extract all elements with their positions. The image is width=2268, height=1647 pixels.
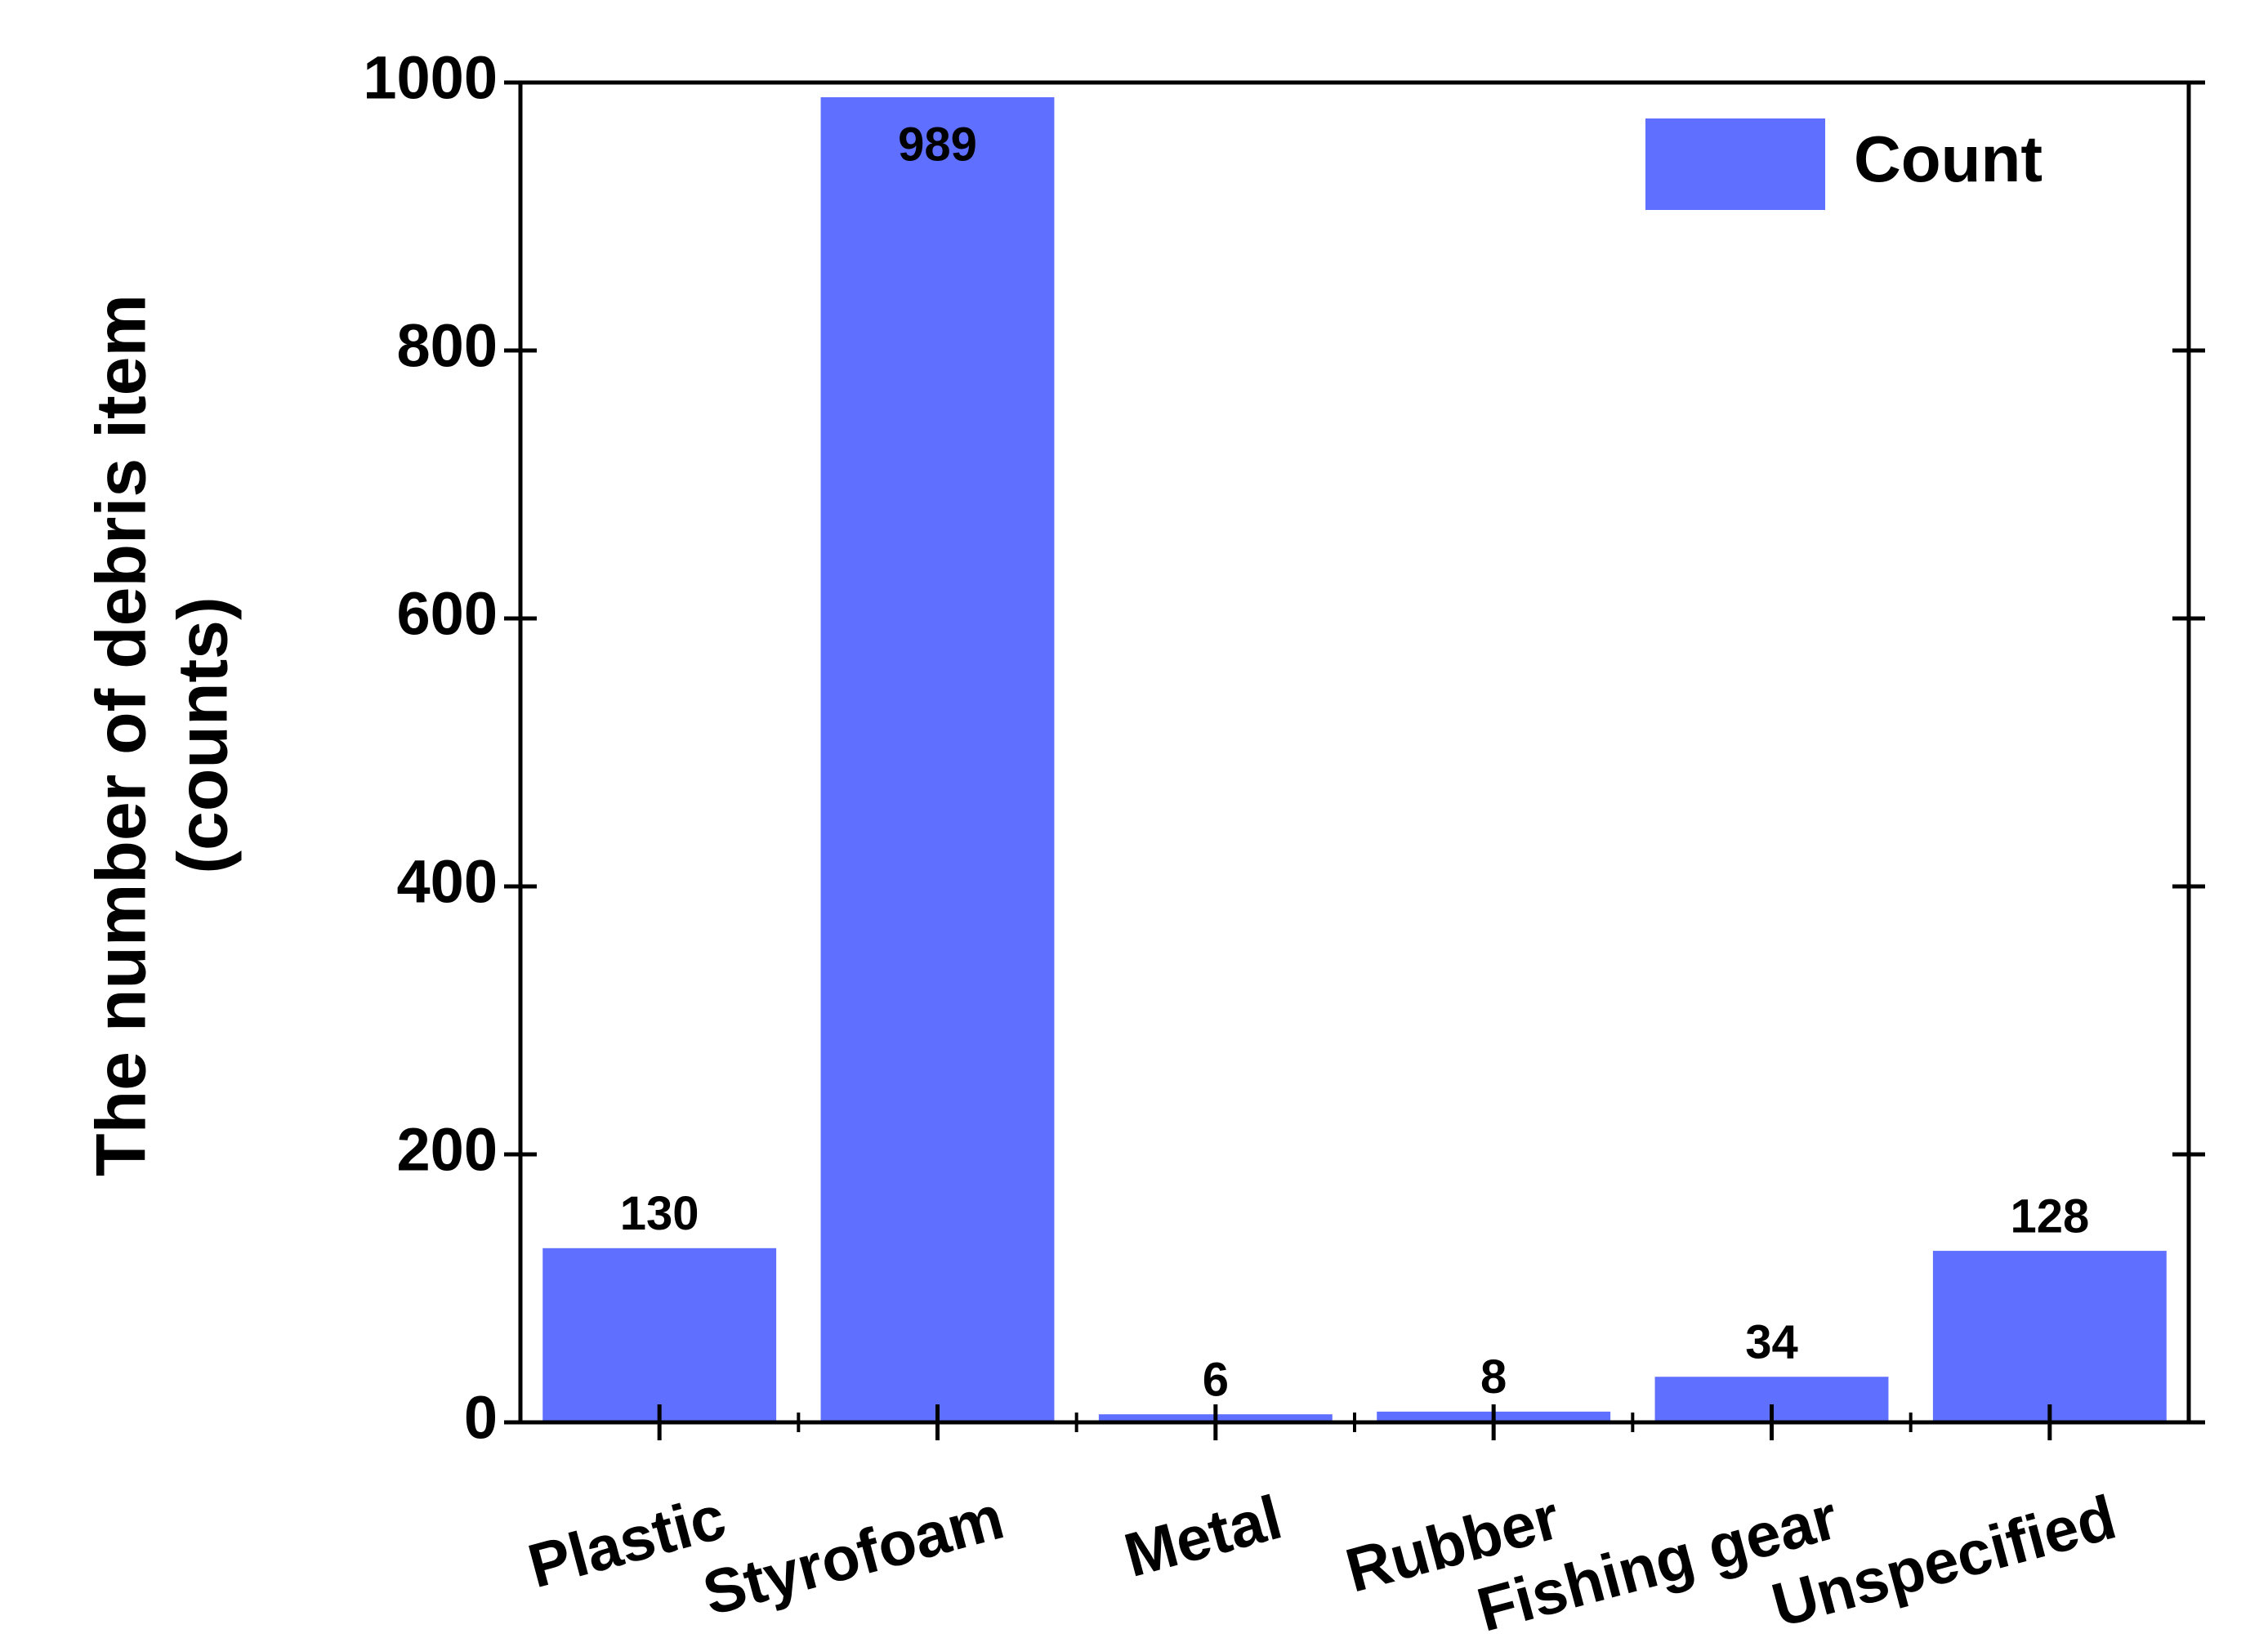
x-tick-label: Styrofoam xyxy=(696,1483,1011,1629)
value-label: 34 xyxy=(1745,1316,1798,1369)
y-axis-title: The number of debris item (counts) xyxy=(83,294,243,1176)
x-tick-group: Styrofoam xyxy=(696,1483,1011,1629)
bar xyxy=(542,1248,777,1422)
y-tick-label: 800 xyxy=(397,312,498,380)
y-tick-label: 0 xyxy=(464,1384,498,1452)
y-axis-title-line: (counts) xyxy=(164,596,243,873)
bar xyxy=(1932,1251,2167,1422)
x-tick-label: Plastic xyxy=(521,1483,733,1602)
y-tick-label: 600 xyxy=(397,580,498,648)
value-label: 130 xyxy=(620,1187,699,1240)
legend-label: Count xyxy=(1854,123,2043,195)
y-axis-title-line: The number of debris item xyxy=(83,294,161,1176)
plot-frame xyxy=(518,80,2191,1425)
value-label: 989 xyxy=(898,118,977,171)
value-label: 128 xyxy=(2010,1190,2089,1243)
y-tick-label: 400 xyxy=(397,848,498,916)
y-tick-label: 200 xyxy=(397,1116,498,1184)
y-tick-label: 1000 xyxy=(363,44,498,112)
legend-swatch xyxy=(1645,118,1825,210)
x-tick-group: Plastic xyxy=(521,1483,733,1602)
x-tick-group: Metal xyxy=(1118,1483,1289,1591)
bar xyxy=(820,97,1055,1422)
value-label: 8 xyxy=(1480,1350,1507,1404)
value-label: 6 xyxy=(1203,1353,1229,1406)
x-tick-label: Metal xyxy=(1118,1483,1289,1591)
